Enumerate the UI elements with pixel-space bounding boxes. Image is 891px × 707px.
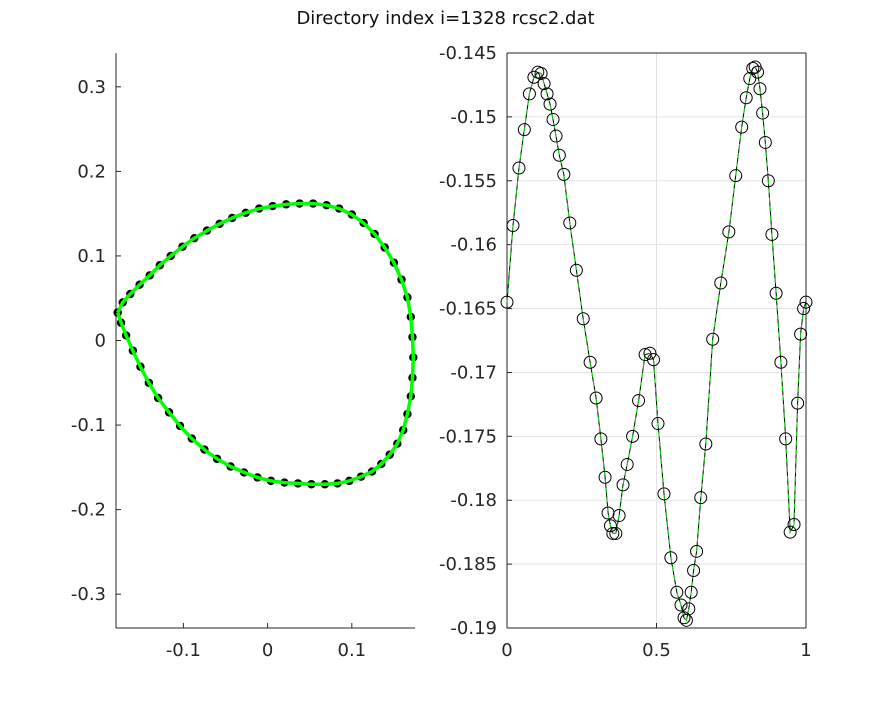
data-point xyxy=(690,544,704,558)
data-point xyxy=(787,518,801,531)
y-tick-label: -0.18 xyxy=(450,490,497,511)
x-tick-label: 0 xyxy=(262,640,273,661)
data-point xyxy=(563,216,577,230)
data-point xyxy=(794,327,808,341)
data-point xyxy=(729,169,743,183)
x-tick-label: 0.1 xyxy=(338,640,367,661)
data-point xyxy=(670,585,684,599)
data-point xyxy=(779,432,793,446)
data-point xyxy=(552,148,566,162)
data-point xyxy=(557,167,571,181)
data-point xyxy=(774,355,788,369)
data-point xyxy=(506,219,520,232)
data-point xyxy=(687,564,701,577)
y-tick-label: 0.3 xyxy=(77,77,106,98)
data-point xyxy=(606,526,620,540)
y-tick-label: -0.3 xyxy=(71,584,106,605)
y-tick-label: -0.165 xyxy=(439,299,497,320)
y-tick-label: -0.1 xyxy=(71,415,106,436)
data-point xyxy=(594,432,608,446)
data-point xyxy=(626,429,640,443)
data-point xyxy=(765,227,779,241)
y-tick-label: -0.175 xyxy=(439,426,497,447)
data-point xyxy=(522,87,536,101)
data-point xyxy=(769,286,783,300)
x-tick-label: 0 xyxy=(501,640,512,661)
right-axes: 0 0.5 1 -0.145 -0.15 -0.155 -0.16 -0.165 -0.17 -0… xyxy=(439,43,813,661)
x-tick-label: -0.1 xyxy=(166,640,201,661)
data-point xyxy=(758,135,772,149)
y-tick-label: 0.1 xyxy=(77,246,106,267)
data-point xyxy=(791,396,805,410)
y-tick-label: -0.145 xyxy=(439,43,497,64)
y-tick-label: -0.19 xyxy=(450,618,497,639)
data-point xyxy=(751,65,765,79)
data-point xyxy=(682,602,696,616)
data-point xyxy=(537,77,551,91)
data-point xyxy=(517,123,531,137)
data-point xyxy=(657,487,671,501)
data-point xyxy=(643,346,657,360)
data-point xyxy=(583,355,597,369)
data-point xyxy=(576,312,590,326)
y-tick-label: -0.2 xyxy=(71,500,106,521)
data-point xyxy=(598,470,612,484)
data-point xyxy=(714,276,728,290)
data-point xyxy=(616,478,630,492)
data-point xyxy=(647,353,661,367)
y-tick-label: -0.17 xyxy=(450,362,497,383)
data-point xyxy=(699,437,713,451)
data-point xyxy=(735,120,749,134)
data-point xyxy=(743,72,757,86)
left-axes: -0.1 0 0.1 0.3 0.2 0.1 0 -0.1 -0.2 -0.3 xyxy=(71,53,418,661)
data-point xyxy=(540,87,554,101)
x-tick-label: 1 xyxy=(800,640,811,661)
figure-title: Directory index i=1328 rcsc2.dat xyxy=(296,8,595,29)
data-point xyxy=(589,391,603,405)
data-point xyxy=(753,82,767,96)
data-point xyxy=(534,66,548,80)
data-point xyxy=(512,161,526,175)
data-point xyxy=(746,61,760,75)
data-point xyxy=(500,295,514,309)
data-point xyxy=(543,97,557,111)
data-point xyxy=(651,417,665,431)
x-tick-label: 0.5 xyxy=(642,640,671,661)
y-tick-label: -0.16 xyxy=(450,235,497,256)
data-point xyxy=(761,174,775,188)
data-point xyxy=(797,302,811,316)
data-point xyxy=(674,598,688,612)
y-tick-label: -0.15 xyxy=(450,107,497,128)
data-point xyxy=(739,91,753,105)
data-point xyxy=(609,526,623,540)
data-point xyxy=(612,509,626,523)
series-line xyxy=(116,201,416,487)
y-tick-label: 0.2 xyxy=(77,161,106,182)
data-point xyxy=(546,112,560,126)
data-point xyxy=(722,225,736,239)
data-point xyxy=(684,585,698,599)
data-point xyxy=(706,332,720,346)
data-point xyxy=(799,295,813,309)
data-point xyxy=(664,551,678,565)
data-point xyxy=(783,525,797,539)
y-tick-label: -0.155 xyxy=(439,171,497,192)
data-point xyxy=(569,263,583,277)
y-tick-label: -0.185 xyxy=(439,554,497,575)
y-tick-label: 0 xyxy=(95,331,106,352)
data-point xyxy=(756,106,770,120)
data-point xyxy=(549,129,563,143)
data-point xyxy=(620,457,634,471)
data-point xyxy=(694,491,708,505)
data-point xyxy=(632,394,646,408)
